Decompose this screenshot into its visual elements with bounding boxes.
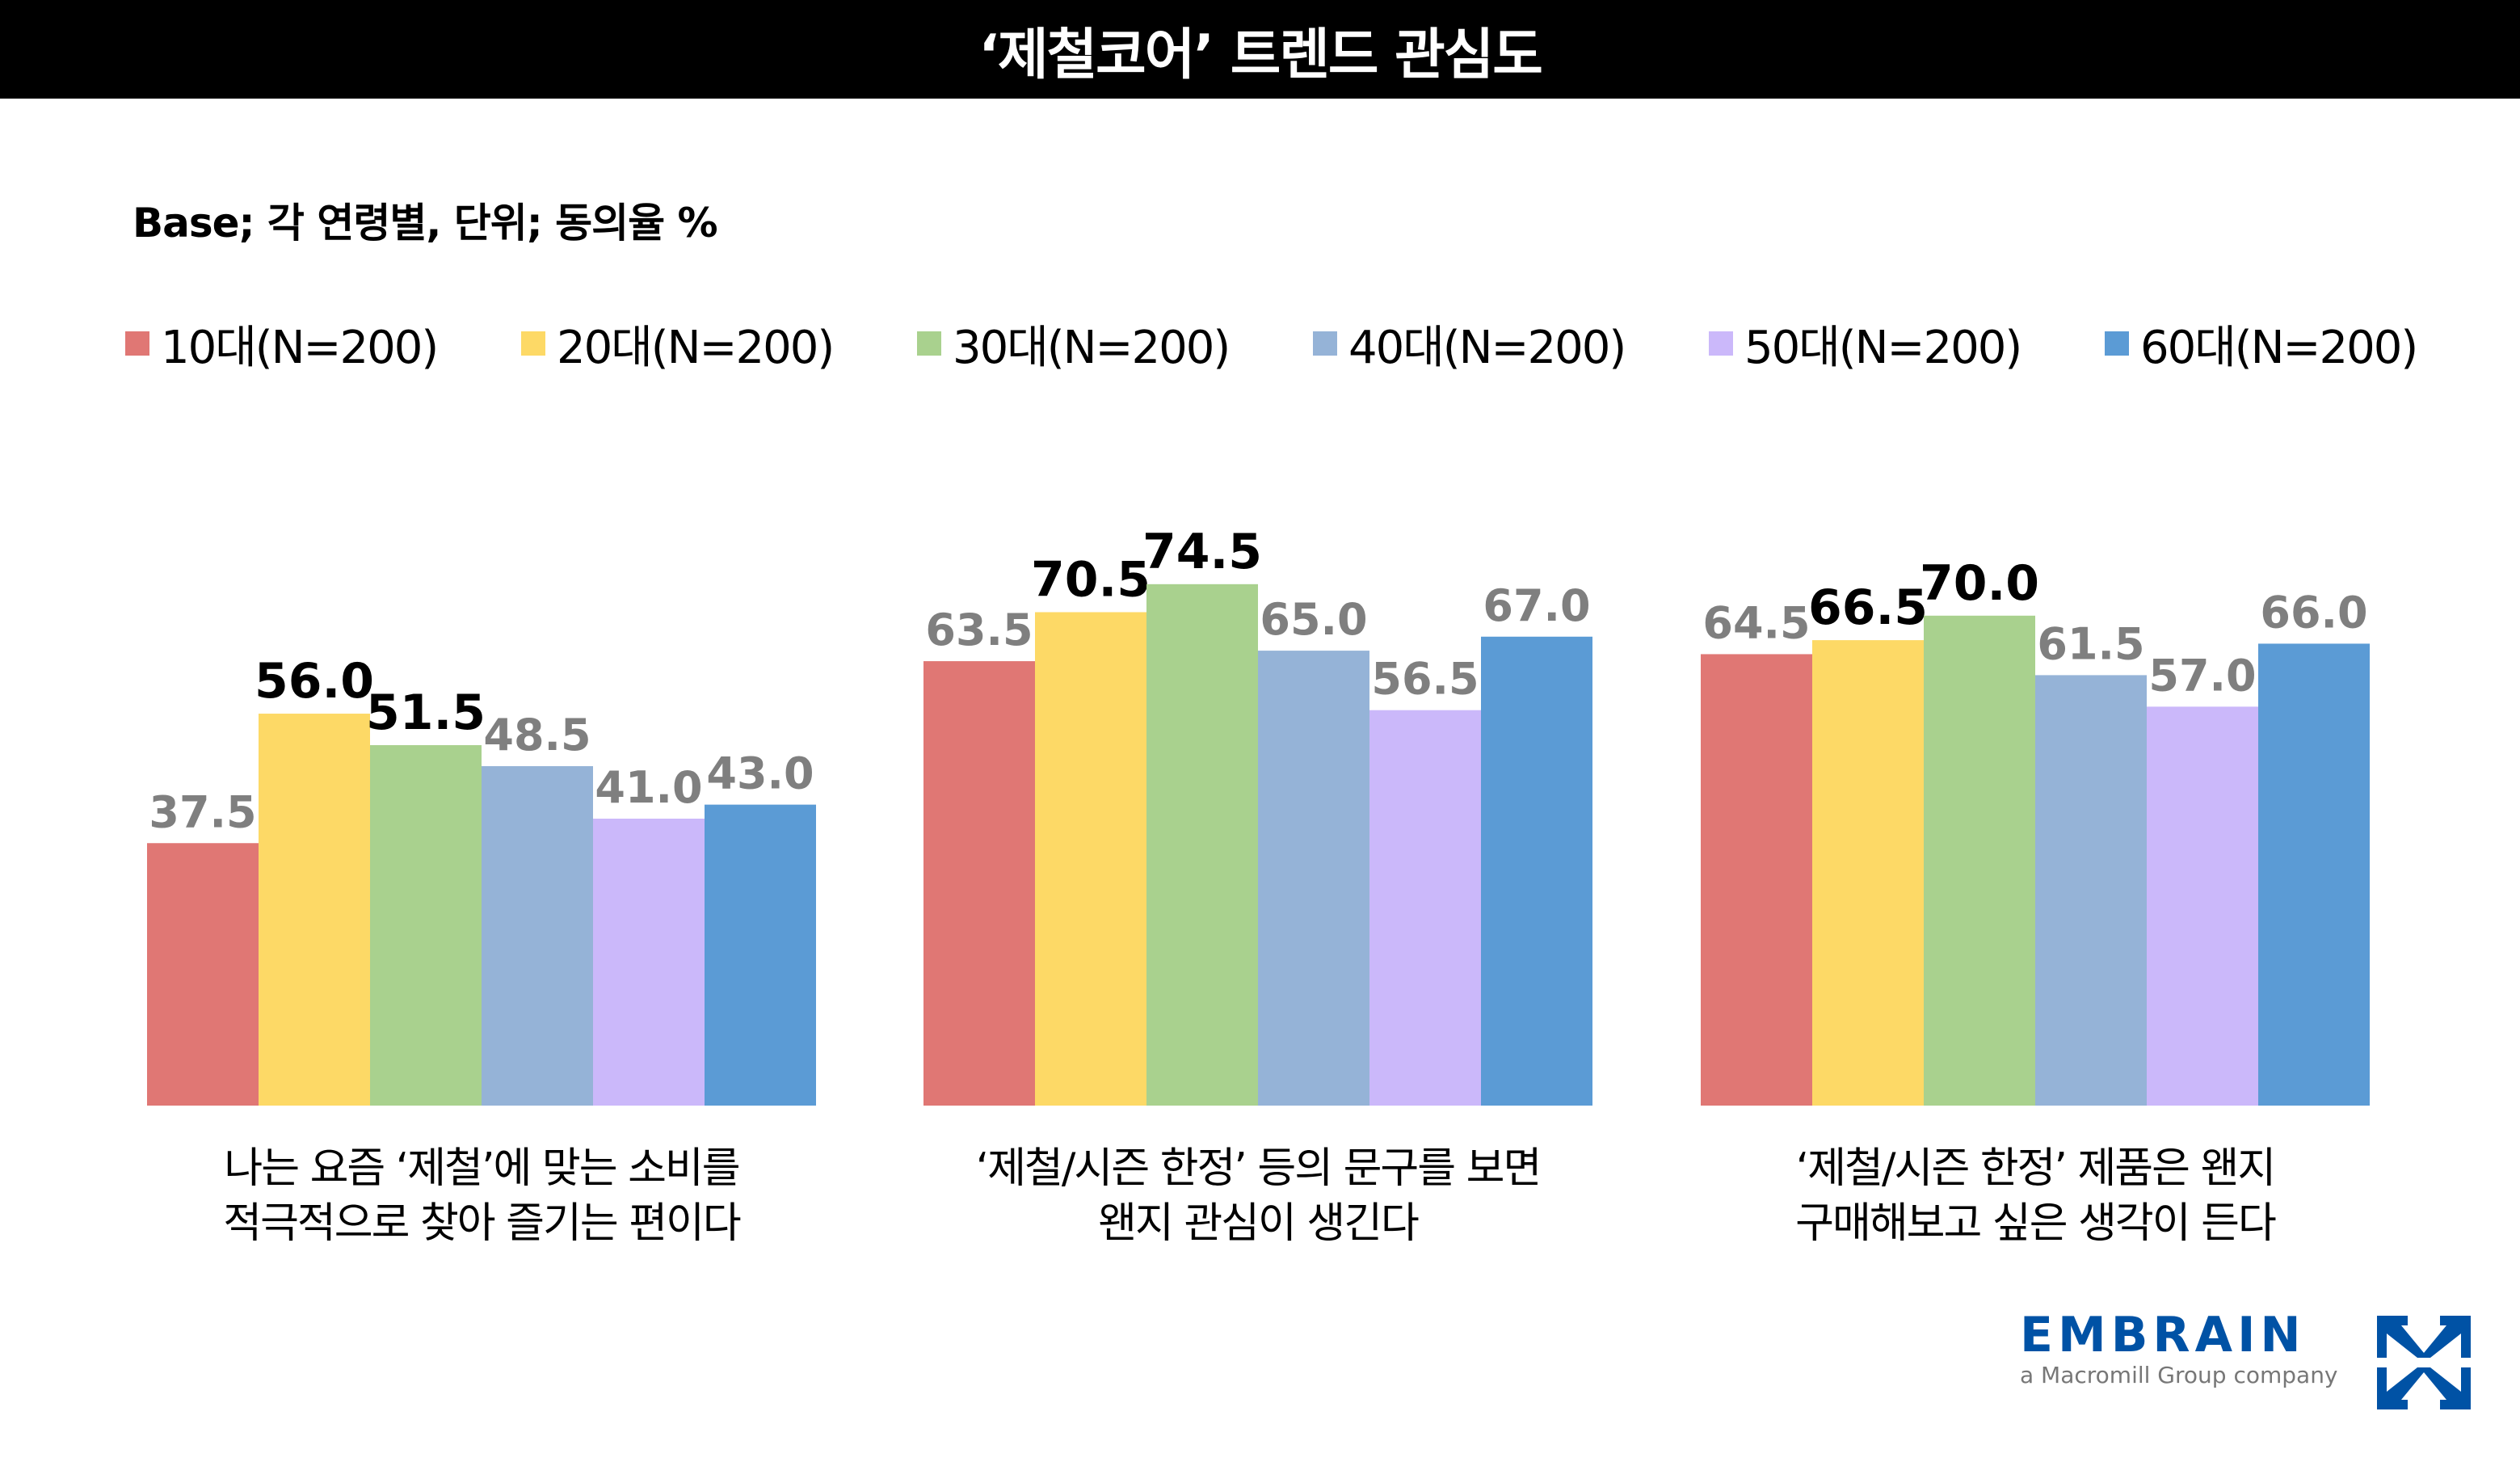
bar — [1481, 636, 1592, 1106]
logo-tagline: a Macromill Group company — [2020, 1362, 2338, 1388]
legend-swatch — [917, 331, 941, 356]
bar — [1258, 651, 1369, 1106]
legend-item: 30대(N=200) — [917, 315, 1231, 374]
bar — [705, 804, 816, 1106]
bar — [593, 818, 705, 1106]
legend-item: 10대(N=200) — [125, 315, 439, 374]
page-title: ‘제철코어’ 트렌드 관심도 — [978, 23, 1543, 87]
legend-item: 60대(N=200) — [2105, 315, 2418, 374]
data-label: 66.5 — [1808, 579, 1928, 636]
bar — [370, 745, 482, 1106]
data-label: 65.0 — [1260, 594, 1367, 645]
data-label: 67.0 — [1483, 580, 1590, 631]
bar — [147, 843, 259, 1106]
category-label-line: 구매해보고 싶은 생각이 든다 — [1795, 1199, 2277, 1248]
bar — [482, 765, 593, 1106]
legend: 10대(N=200) 20대(N=200) 30대(N=200) 40대(N=200)… — [0, 315, 2520, 374]
bar — [1812, 640, 1924, 1106]
category-label-line: ‘제철/시즌 한정’ 제품은 왠지 — [1795, 1144, 2276, 1193]
bar — [923, 661, 1035, 1106]
data-label: 66.0 — [2260, 587, 2367, 638]
title-bar: ‘제철코어’ 트렌드 관심도 — [0, 0, 2520, 99]
data-label: 70.5 — [1031, 551, 1151, 608]
data-label: 70.0 — [1920, 555, 2039, 612]
legend-label: 30대(N=200) — [953, 321, 1231, 374]
category-label-line: 적극적으로 찾아 즐기는 편이다 — [223, 1199, 742, 1248]
macromill-mark-icon — [2377, 1316, 2471, 1409]
bar — [259, 714, 370, 1106]
data-label: 41.0 — [595, 762, 702, 813]
legend-label: 10대(N=200) — [161, 321, 439, 374]
legend-item: 20대(N=200) — [521, 315, 835, 374]
data-label: 64.5 — [1702, 597, 1810, 648]
legend-item: 50대(N=200) — [1709, 315, 2022, 374]
bar — [2258, 643, 2370, 1106]
data-label: 43.0 — [706, 748, 814, 799]
legend-label: 40대(N=200) — [1348, 321, 1626, 374]
legend-swatch — [521, 331, 545, 356]
legend-swatch — [125, 331, 149, 356]
data-label: 63.5 — [925, 605, 1033, 655]
legend-swatch — [1313, 331, 1337, 356]
data-label: 56.0 — [255, 653, 374, 710]
data-label: 57.0 — [2148, 650, 2256, 701]
bar — [1035, 612, 1146, 1106]
data-label: 61.5 — [2037, 618, 2144, 669]
legend-label: 60대(N=200) — [2140, 321, 2418, 374]
category-label-line: ‘제철/시즌 한정’ 등의 문구를 보면 — [975, 1144, 1542, 1193]
data-label: 56.5 — [1371, 654, 1479, 705]
data-label: 37.5 — [149, 786, 256, 837]
bar — [1924, 615, 2035, 1106]
bar — [1146, 584, 1258, 1106]
embrain-logo: EMBRAIN a Macromill Group company — [2020, 1309, 2338, 1390]
data-label: 48.5 — [483, 710, 591, 760]
bar — [2035, 675, 2147, 1106]
category-label-line: 왠지 관심이 생긴다 — [1098, 1199, 1420, 1248]
logo-wordmark: EMBRAIN — [2020, 1307, 2306, 1363]
data-label: 74.5 — [1142, 524, 1262, 580]
legend-label: 20대(N=200) — [557, 321, 835, 374]
bar — [2147, 706, 2258, 1106]
category-label-line: 나는 요즘 ‘제철’에 맞는 소비를 — [224, 1144, 740, 1193]
data-label: 51.5 — [366, 685, 486, 741]
bar — [1701, 654, 1812, 1106]
legend-item: 40대(N=200) — [1313, 315, 1626, 374]
legend-swatch — [2105, 331, 2129, 356]
bar — [1369, 710, 1481, 1106]
legend-label: 50대(N=200) — [1744, 321, 2022, 374]
legend-swatch — [1709, 331, 1733, 356]
base-note: Base; 각 연령별, 단위; 동의율 % — [133, 200, 718, 246]
